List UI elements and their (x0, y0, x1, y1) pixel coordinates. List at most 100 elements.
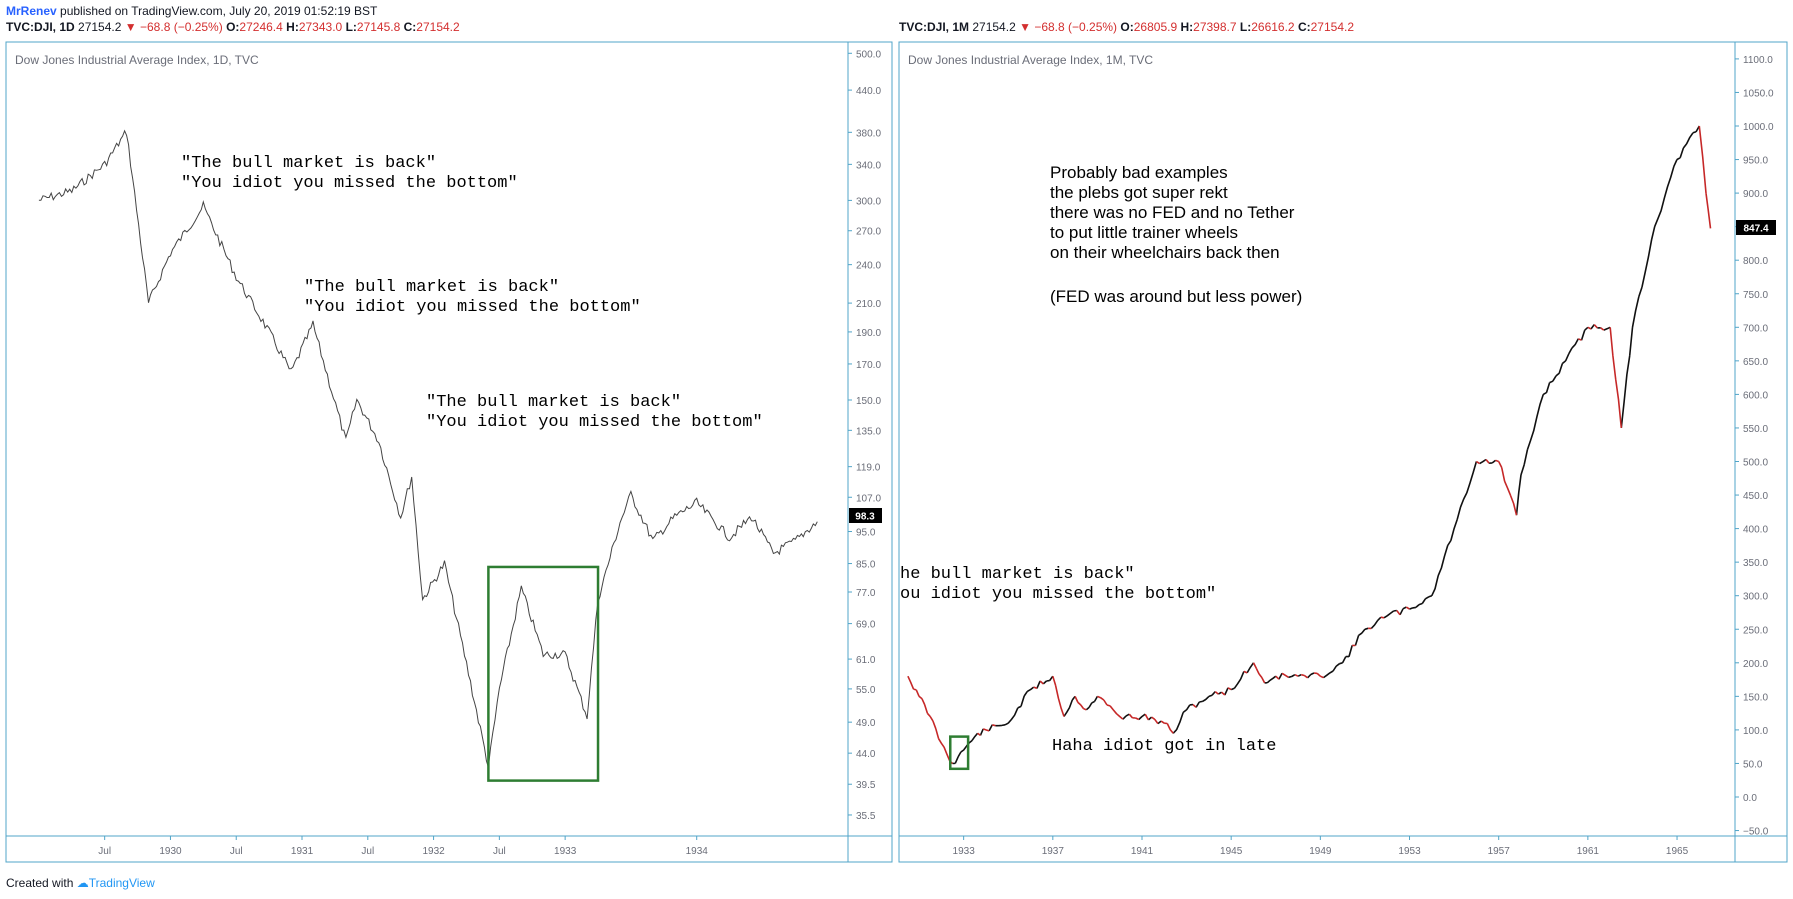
right-symbol: TVC:DJI, 1M (899, 20, 970, 34)
left-annotation-3-line1[interactable]: "The bull market is back" (426, 393, 681, 412)
left-x-tick-label: 1934 (686, 846, 709, 857)
right-chart-title: Dow Jones Industrial Average Index, 1M, … (908, 53, 1153, 67)
right-x-tick-label: 1945 (1220, 846, 1243, 857)
down-arrow-icon: ▼ (124, 20, 137, 34)
left-price: 27154.2 (78, 20, 122, 34)
right-series-down-segments (907, 125, 1712, 765)
left-y-tick-label: 210.0 (856, 299, 881, 310)
right-y-tick-label: 950.0 (1743, 156, 1768, 167)
left-x-tick-label: 1932 (422, 846, 445, 857)
left-y-tick-label: 77.0 (856, 588, 876, 599)
left-change: −68.8 (−0.25%) (140, 20, 223, 34)
right-series-line (952, 125, 1701, 765)
tradingview-brand-link[interactable]: TradingView (88, 876, 155, 890)
left-annotation-3-line2[interactable]: "You idiot you missed the bottom" (426, 413, 763, 432)
left-chart-header: TVC:DJI, 1D 27154.2 ▼ −68.8 (−0.25%) O:2… (6, 20, 460, 34)
left-annotation-2-line2[interactable]: "You idiot you missed the bottom" (304, 298, 641, 317)
right-last-price-tag (1736, 220, 1776, 235)
left-annotation-1-line2[interactable]: "You idiot you missed the bottom" (181, 174, 518, 193)
right-annotation-1-line: on their wheelchairs back then (1050, 243, 1280, 262)
right-annotation-1-line: (FED was around but less power) (1050, 287, 1302, 306)
right-change: −68.8 (−0.25%) (1034, 20, 1118, 34)
right-annotation-2-line2[interactable]: ou idiot you missed the bottom" (900, 585, 1216, 604)
right-x-tick-label: 1933 (953, 846, 976, 857)
right-annotation-3[interactable]: Haha idiot got in late (1052, 737, 1276, 756)
left-y-tick-label: 270.0 (856, 227, 881, 238)
left-series-line (38, 129, 818, 768)
right-y-tick-label: 400.0 (1743, 525, 1768, 536)
right-annotation-1-line: there was no FED and no Tether (1050, 203, 1295, 222)
right-low: 26616.2 (1251, 20, 1295, 34)
left-y-tick-label: 44.0 (856, 749, 876, 760)
right-x-tick-label: 1937 (1042, 846, 1065, 857)
left-x-tick-label: Jul (98, 846, 111, 857)
right-annotation-2-line1[interactable]: he bull market is back" (900, 565, 1135, 584)
left-y-tick-label: 340.0 (856, 160, 881, 171)
right-y-tick-label: 600.0 (1743, 390, 1768, 401)
down-arrow-icon: ▼ (1019, 20, 1031, 34)
left-y-tick-label: 107.0 (856, 493, 881, 504)
right-y-tick-label: 50.0 (1743, 759, 1763, 770)
left-x-tick-label: Jul (230, 846, 243, 857)
left-y-tick-label: 500.0 (856, 49, 881, 60)
right-chart-frame (898, 41, 1788, 863)
right-y-tick-label: 350.0 (1743, 558, 1768, 569)
publication-line: MrRenev published on TradingView.com, Ju… (6, 4, 377, 18)
right-y-tick-label: 500.0 (1743, 458, 1768, 469)
right-last-price: 847.4 (1743, 224, 1768, 235)
left-y-tick-label: 61.0 (856, 655, 876, 666)
right-annotation-1[interactable]: Probably bad examples the plebs got supe… (1050, 163, 1302, 306)
right-x-tick-label: 1961 (1577, 846, 1600, 857)
right-annotation-1-line: to put little trainer wheels (1050, 223, 1238, 242)
left-y-tick-label: 55.0 (856, 685, 876, 696)
left-symbol: TVC:DJI, 1D (6, 20, 75, 34)
right-close: 27154.2 (1310, 20, 1355, 34)
right-y-tick-label: 650.0 (1743, 357, 1768, 368)
left-low: 27145.8 (356, 20, 401, 34)
left-annotation-2-line1[interactable]: "The bull market is back" (304, 278, 559, 297)
right-y-tick-label: 250.0 (1743, 625, 1768, 636)
right-x-tick-label: 1949 (1309, 846, 1332, 857)
right-y-tick-label: 100.0 (1743, 726, 1768, 737)
right-x-tick-label: 1941 (1131, 846, 1154, 857)
left-x-tick-label: Jul (493, 846, 506, 857)
left-y-tick-label: 300.0 (856, 196, 881, 207)
publication-text: published on TradingView.com, July 20, 2… (56, 4, 378, 18)
left-last-price: 98.3 (855, 512, 875, 523)
footer: Created with ☁TradingView (6, 876, 155, 890)
right-chart-header: TVC:DJI, 1M 27154.2 ▼ −68.8 (−0.25%) O:2… (899, 20, 1355, 34)
left-y-tick-label: 240.0 (856, 261, 881, 272)
left-highlight-box[interactable] (487, 565, 600, 782)
right-price: 27154.2 (972, 20, 1016, 34)
tradingview-logo-icon: ☁ (76, 876, 89, 890)
right-y-tick-label: 800.0 (1743, 256, 1768, 267)
left-x-tick-label: 1931 (291, 846, 314, 857)
left-y-tick-label: 39.5 (856, 780, 876, 791)
left-y-tick-label: 380.0 (856, 128, 881, 139)
left-open: 27246.4 (239, 20, 283, 34)
created-with-text: Created with (6, 876, 74, 890)
right-open: 26805.9 (1133, 20, 1178, 34)
right-highlight-box[interactable] (949, 735, 970, 771)
left-high: 27343.0 (298, 20, 343, 34)
right-x-tick-label: 1953 (1398, 846, 1421, 857)
right-annotation-1-line: the plebs got super rekt (1050, 183, 1228, 202)
right-y-tick-label: 700.0 (1743, 323, 1768, 334)
right-y-tick-label: 0.0 (1743, 793, 1757, 804)
left-y-tick-label: 119.0 (856, 463, 881, 474)
author-link[interactable]: MrRenev (6, 4, 57, 18)
left-close: 27154.2 (416, 20, 460, 34)
left-annotation-1-line1[interactable]: "The bull market is back" (181, 154, 436, 173)
left-y-tick-label: 95.0 (856, 528, 876, 539)
right-x-tick-label: 1957 (1488, 846, 1511, 857)
right-y-tick-label: −50.0 (1743, 827, 1769, 838)
right-y-tick-label: 1050.0 (1743, 88, 1774, 99)
left-y-tick-label: 35.5 (856, 811, 876, 822)
right-y-tick-label: 450.0 (1743, 491, 1768, 502)
left-x-tick-label: Jul (361, 846, 374, 857)
left-y-tick-label: 49.0 (856, 718, 876, 729)
left-x-tick-label: 1930 (159, 846, 182, 857)
right-y-tick-label: 150.0 (1743, 692, 1768, 703)
